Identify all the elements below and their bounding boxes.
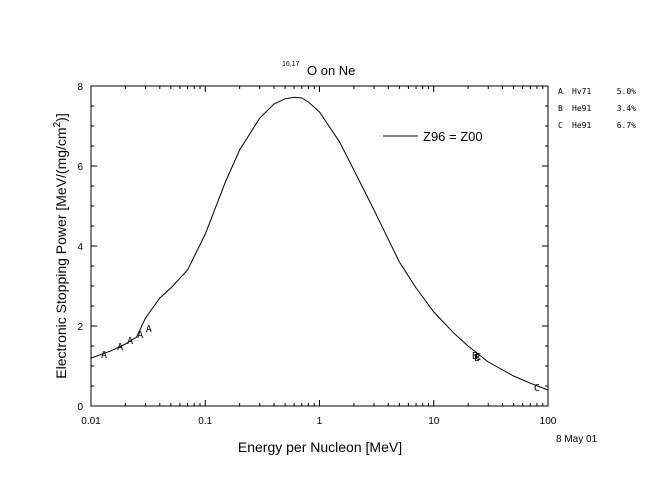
data-source-error: 6.7% <box>617 121 636 130</box>
y-axis-label-group: Electronic Stopping Power [MeV/(mg/cm2)] <box>52 113 69 378</box>
y-tick-label: 2 <box>77 322 83 333</box>
data-source-list: A Hv71 5.0% B He91 3.4% C He91 6.7% <box>558 87 636 130</box>
x-axis-label: Energy per Nucleon [MeV] <box>238 439 402 455</box>
data-source-letter: B <box>558 104 563 113</box>
data-source-ref: Hv71 <box>572 87 591 96</box>
data-source-ref: He91 <box>572 121 591 130</box>
data-source-error: 5.0% <box>617 87 636 96</box>
data-point-a: A <box>117 342 123 353</box>
chart-title-superscript: 16,17 <box>282 61 300 68</box>
y-tick-label: 4 <box>77 242 83 253</box>
x-axis: 0.01 0.1 1 10 100 <box>81 86 557 427</box>
y-axis: 0 2 4 6 8 <box>77 82 548 413</box>
x-tick-label: 0.1 <box>198 416 212 427</box>
data-point-a: A <box>101 350 107 361</box>
data-source-letter: C <box>558 121 563 130</box>
data-point-c: C <box>475 352 481 363</box>
data-point-a: A <box>146 324 152 335</box>
y-tick-label: 6 <box>77 162 83 173</box>
data-source-error: 3.4% <box>617 104 636 113</box>
data-point-b: B <box>472 351 478 362</box>
data-source-ref: He91 <box>572 104 591 113</box>
x-tick-label: 0.01 <box>81 416 101 427</box>
data-source-letter: A <box>558 87 563 96</box>
x-tick-label: 10 <box>428 416 440 427</box>
legend: Z96 = Z00 <box>383 129 483 144</box>
y-axis-label-main: Electronic Stopping Power [MeV/(mg/cm <box>53 127 69 378</box>
legend-label: Z96 = Z00 <box>423 129 483 144</box>
series-line <box>90 96 549 391</box>
x-tick-label: 1 <box>317 416 323 427</box>
y-tick-label: 0 <box>77 402 83 413</box>
y-axis-label-end: )] <box>53 113 69 122</box>
chart-title: O on Ne <box>307 63 355 78</box>
y-axis-label-superscript: 2 <box>52 121 63 127</box>
x-tick-label: 100 <box>540 416 557 427</box>
data-point-a: A <box>127 336 133 347</box>
data-point-a: A <box>137 330 143 341</box>
date-stamp: 8 May 01 <box>556 434 598 445</box>
y-axis-label: Electronic Stopping Power [MeV/(mg/cm2)] <box>52 113 69 378</box>
data-point-c: C <box>534 383 540 394</box>
y-tick-label: 8 <box>77 82 83 93</box>
data-point-b: B <box>474 353 480 364</box>
